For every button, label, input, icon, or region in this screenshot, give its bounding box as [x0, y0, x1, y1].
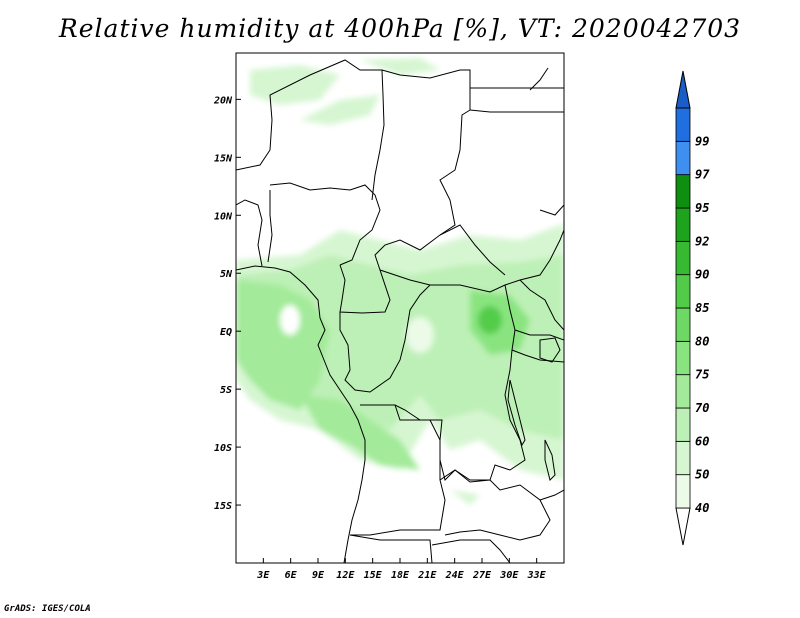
lon-tick-label: 6E [285, 570, 298, 581]
lake-tanganyika [507, 379, 526, 447]
colorbar-swatch [675, 274, 691, 309]
colorbar-swatch [675, 140, 691, 176]
coastline-ethiopia [539, 204, 564, 216]
border-congo [339, 284, 431, 393]
border-drc [360, 284, 526, 481]
colorbar-label: 95 [695, 201, 709, 215]
colorbar-swatch [675, 307, 691, 342]
colorbar-swatch [675, 174, 691, 209]
lon-tick-label: 27E [472, 570, 492, 581]
humidity-area-angola [300, 395, 420, 470]
colorbar-label: 85 [695, 301, 709, 315]
grads-credit: GrADS: IGES/COLA [4, 604, 91, 614]
colorbar-upper-triangle [675, 70, 691, 109]
lat-tick-label: 10N [214, 211, 233, 222]
lat-tick-label: 10S [214, 443, 232, 454]
humidity-area-gabon [236, 280, 330, 410]
lat-tick-label: 15N [214, 153, 233, 164]
colorbar-swatch [675, 107, 691, 142]
map-title: Relative humidity at 400hPa [%], VT: 202… [58, 14, 742, 43]
lon-tick-label: 12E [336, 570, 355, 581]
colorbar-swatch [675, 340, 691, 376]
colorbar-label: 70 [695, 401, 709, 415]
border-cameroon [339, 224, 506, 314]
longitude-axis: 3E 6E 9E 12E 15E 18E 21E 24E 27E 30E 33E [256, 558, 547, 581]
colorbar-swatch [675, 474, 691, 509]
lon-tick-label: 9E [312, 570, 325, 581]
humidity-area-sahara [250, 65, 340, 105]
colorbar-label: 60 [695, 434, 709, 448]
border-benin [267, 190, 273, 263]
colorbar-swatch [675, 207, 691, 242]
colorbar-label: 75 [695, 368, 709, 382]
lat-tick-label: 20N [213, 95, 233, 106]
border-zambia [439, 469, 551, 541]
border-chad [381, 69, 471, 236]
humidity-area-nile [300, 95, 380, 125]
border-sudan [469, 109, 564, 113]
colorbar-label: 80 [695, 334, 709, 348]
border-uganda [514, 329, 564, 341]
colorbar-label: 99 [695, 134, 709, 148]
lon-tick-label: 21E [417, 570, 437, 581]
coastline-west [236, 265, 366, 563]
colorbar: 40 50 60 70 75 80 85 90 92 95 97 99 [675, 70, 710, 546]
humidity-gap-congo [406, 317, 434, 353]
border-east-africa [519, 279, 564, 331]
lake-malawi [544, 439, 556, 481]
colorbar-lower-triangle [675, 507, 691, 546]
lat-tick-label: 5S [220, 385, 232, 396]
humidity-area-southeast [450, 490, 480, 505]
lon-tick-label: 33E [527, 570, 547, 581]
lon-tick-label: 24E [445, 570, 465, 581]
colorbar-label: 40 [695, 501, 709, 515]
humidity-core [478, 306, 502, 334]
border-south [431, 539, 511, 563]
colorbar-swatch [675, 440, 691, 476]
colorbar-label: 50 [695, 468, 709, 482]
border-namibia [349, 534, 433, 563]
coastline-red-sea [529, 67, 549, 91]
colorbar-swatch [675, 374, 691, 409]
colorbar-label: 90 [695, 268, 709, 282]
latitude-axis: 20N 15N 10N 5N EQ 5S 10S 15S [213, 95, 241, 512]
colorbar-swatch [675, 240, 691, 276]
border-sahel [236, 59, 385, 201]
colorbar-label: 92 [695, 234, 709, 248]
lon-tick-label: 18E [391, 570, 410, 581]
humidity-area-north [360, 58, 440, 75]
lon-tick-label: 15E [364, 570, 383, 581]
colorbar-label: 97 [695, 168, 710, 182]
lon-tick-label: 3E [256, 570, 270, 581]
lon-tick-label: 30E [499, 570, 519, 581]
lake-victoria [539, 337, 561, 363]
border-nigeria [269, 182, 381, 266]
humidity-gap-gabon [280, 305, 300, 335]
border-mozambique [539, 489, 564, 501]
country-borders [236, 59, 564, 563]
border-tanzania [511, 349, 564, 363]
lat-tick-label: 5N [220, 269, 233, 280]
lat-tick-label: EQ [220, 327, 232, 338]
border-west [236, 199, 263, 267]
lat-tick-label: 15S [214, 501, 232, 512]
colorbar-swatch [675, 407, 691, 442]
